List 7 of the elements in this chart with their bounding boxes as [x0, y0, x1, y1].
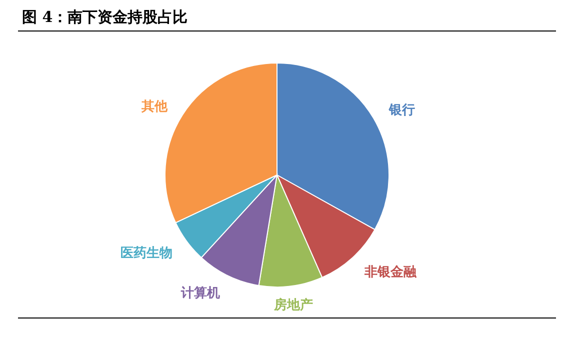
slice-label: 医药生物 [120, 245, 172, 262]
slice-label: 非银金融 [363, 265, 418, 280]
chart-title: 图 4：南下资金持股占比 [22, 8, 188, 26]
slice-label: 计算机 [180, 286, 220, 301]
slice-label: 银行 [388, 103, 416, 118]
slice-label: 房地产 [272, 296, 313, 313]
slice-label: 其他 [140, 99, 168, 114]
